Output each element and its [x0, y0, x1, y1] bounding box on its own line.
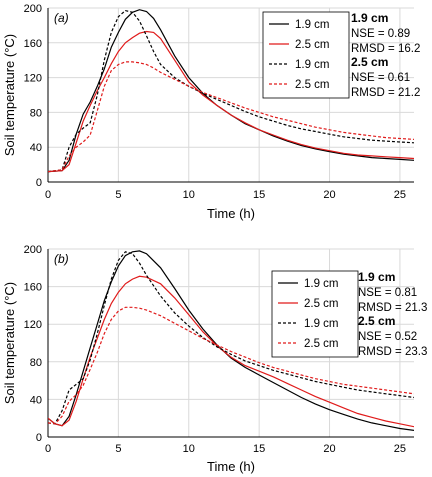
- series-line-dashed-25cm: [48, 61, 414, 173]
- rmsd-value: RMSD = 21.2: [351, 87, 420, 99]
- nse-value: NSE = 0.52: [358, 331, 417, 343]
- nse-value: NSE = 0.89: [351, 28, 410, 40]
- y-tick-label: 160: [24, 38, 42, 50]
- nse-value: NSE = 0.61: [351, 72, 410, 84]
- rmsd-value: RMSD = 16.2: [351, 43, 420, 55]
- chart-panel-a: 0 40 80 120 160 200 0 5 10 15 20 25 Time (h) Soil tem…: [2, 3, 420, 221]
- legend-label: 1.9 cm: [304, 318, 339, 330]
- legend-box: [262, 11, 350, 99]
- x-tick-label: 20: [323, 189, 335, 201]
- legend-label: 2.5 cm: [304, 298, 339, 310]
- legend-label: 1.9 cm: [295, 59, 330, 71]
- chart-panel-b: 0 40 80 120 160 200 0 5 10 15 20 25 Time (h) Soil tem…: [2, 244, 427, 474]
- series-line-dashed-25cm: [48, 306, 414, 425]
- stats-heading: 2.5 cm: [358, 314, 395, 328]
- legend-label: 1.9 cm: [295, 19, 330, 31]
- series-line-dashed-19cm: [48, 251, 414, 425]
- legend-label: 2.5 cm: [295, 39, 330, 51]
- y-axis-label: Soil temperature (°C): [2, 34, 17, 156]
- x-tick-label: 20: [323, 443, 335, 455]
- y-tick-label: 120: [24, 319, 42, 331]
- y-tick-label: 160: [24, 282, 42, 294]
- stats-heading: 1.9 cm: [351, 11, 388, 25]
- y-tick-label: 0: [36, 177, 42, 189]
- rmsd-value: RMSD = 21.3: [358, 302, 427, 314]
- y-tick-label: 80: [30, 107, 42, 119]
- x-tick-label: 0: [45, 189, 51, 201]
- x-axis-label: Time (h): [207, 206, 255, 221]
- y-tick-label: 0: [36, 432, 42, 444]
- series-line-dashed-19cm: [48, 9, 414, 173]
- panel-label: (a): [54, 11, 69, 25]
- legend-label: 2.5 cm: [295, 79, 330, 91]
- x-tick-label: 15: [253, 443, 265, 455]
- x-tick-label: 10: [183, 443, 195, 455]
- series-line-solid-19cm: [48, 250, 414, 431]
- x-tick-label: 15: [253, 189, 265, 201]
- y-tick-label: 40: [30, 394, 42, 406]
- rmsd-value: RMSD = 23.3: [358, 346, 427, 358]
- legend-box: [271, 270, 359, 358]
- legend-label: 2.5 cm: [304, 338, 339, 350]
- nse-value: NSE = 0.81: [358, 287, 417, 299]
- y-tick-label: 40: [30, 142, 42, 154]
- series-line-solid-19cm: [48, 9, 414, 173]
- series-line-solid-25cm: [48, 275, 414, 428]
- x-tick-label: 5: [115, 443, 121, 455]
- y-tick-label: 200: [24, 3, 42, 15]
- x-tick-label: 0: [45, 443, 51, 455]
- series-line-solid-25cm: [48, 30, 414, 173]
- x-tick-label: 25: [394, 443, 406, 455]
- stats-heading: 2.5 cm: [351, 55, 388, 69]
- x-tick-label: 5: [115, 189, 121, 201]
- y-tick-label: 120: [24, 73, 42, 85]
- stats-heading: 1.9 cm: [358, 270, 395, 284]
- y-axis-label: Soil temperature (°C): [2, 282, 17, 404]
- x-tick-label: 10: [183, 189, 195, 201]
- x-axis-label: Time (h): [207, 459, 255, 474]
- x-tick-label: 25: [394, 189, 406, 201]
- y-tick-label: 200: [24, 244, 42, 256]
- legend-label: 1.9 cm: [304, 278, 339, 290]
- y-tick-label: 80: [30, 357, 42, 369]
- panel-label: (b): [54, 252, 69, 266]
